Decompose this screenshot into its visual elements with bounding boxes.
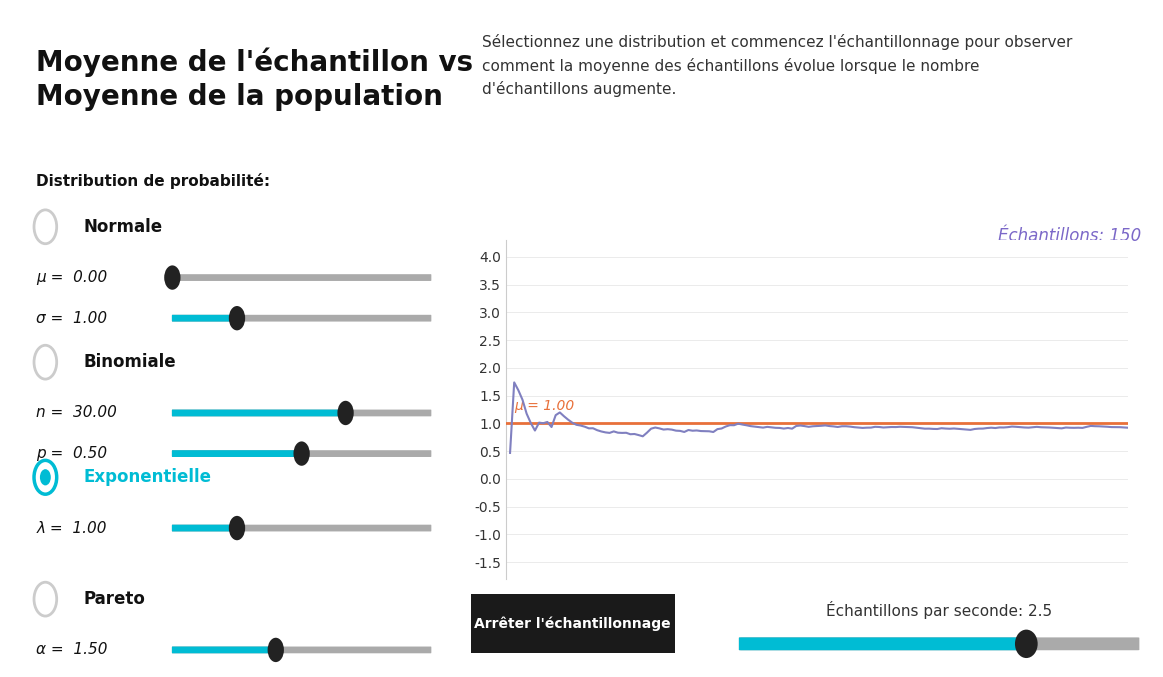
- Text: α =  1.50: α = 1.50: [36, 642, 108, 657]
- FancyBboxPatch shape: [172, 525, 237, 531]
- Circle shape: [229, 516, 245, 540]
- FancyBboxPatch shape: [739, 638, 1140, 650]
- Text: λ =  1.00: λ = 1.00: [36, 521, 107, 536]
- Text: p =  0.50: p = 0.50: [36, 446, 107, 461]
- Circle shape: [267, 638, 284, 662]
- FancyBboxPatch shape: [172, 315, 431, 322]
- Circle shape: [293, 441, 309, 466]
- Text: Arrêter l'échantillonnage: Arrêter l'échantillonnage: [475, 616, 671, 631]
- FancyBboxPatch shape: [172, 315, 237, 322]
- FancyBboxPatch shape: [739, 638, 1028, 650]
- Text: n =  30.00: n = 30.00: [36, 406, 117, 420]
- Text: Moyenne de l'échantillon vs
Moyenne de la population: Moyenne de l'échantillon vs Moyenne de l…: [36, 47, 473, 112]
- Ellipse shape: [1015, 630, 1037, 658]
- Circle shape: [229, 306, 245, 330]
- FancyBboxPatch shape: [455, 589, 691, 658]
- FancyBboxPatch shape: [172, 410, 347, 416]
- Text: Sélectionnez une distribution et commencez l'échantillonnage pour observer
comme: Sélectionnez une distribution et commenc…: [481, 34, 1072, 97]
- FancyBboxPatch shape: [172, 450, 431, 457]
- Circle shape: [40, 469, 51, 485]
- FancyBboxPatch shape: [172, 274, 431, 281]
- Circle shape: [34, 345, 57, 379]
- Circle shape: [164, 265, 180, 290]
- FancyBboxPatch shape: [172, 450, 302, 457]
- Circle shape: [337, 401, 354, 425]
- Text: μ =  0.00: μ = 0.00: [36, 270, 107, 285]
- FancyBboxPatch shape: [172, 647, 431, 653]
- Text: Échantillons: 150: Échantillons: 150: [999, 227, 1142, 245]
- FancyBboxPatch shape: [172, 647, 277, 653]
- Circle shape: [34, 210, 57, 244]
- Text: Échantillons par seconde: 2.5: Échantillons par seconde: 2.5: [826, 601, 1053, 619]
- FancyBboxPatch shape: [172, 410, 431, 416]
- Text: σ =  1.00: σ = 1.00: [36, 311, 107, 326]
- Text: Distribution de probabilité:: Distribution de probabilité:: [36, 173, 271, 189]
- Circle shape: [34, 582, 57, 616]
- Text: Pareto: Pareto: [84, 590, 145, 608]
- Text: Exponentielle: Exponentielle: [84, 468, 212, 486]
- Text: Normale: Normale: [84, 218, 163, 236]
- Text: Binomiale: Binomiale: [84, 353, 177, 371]
- Circle shape: [34, 460, 57, 494]
- FancyBboxPatch shape: [172, 525, 431, 531]
- Text: μ = 1.00: μ = 1.00: [514, 399, 575, 414]
